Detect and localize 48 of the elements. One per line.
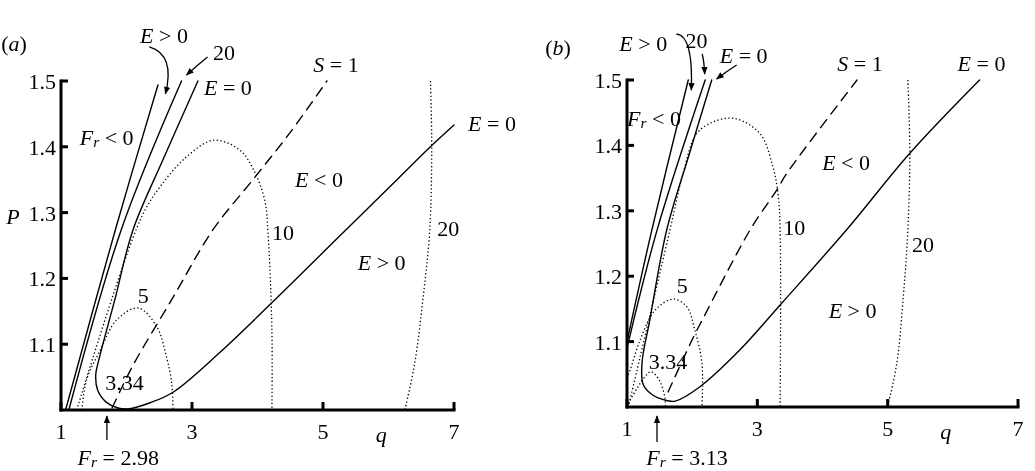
y-tick-label: 1.1 bbox=[594, 329, 622, 355]
series-label: 10 bbox=[271, 219, 294, 245]
annotation: E > 0 bbox=[356, 249, 406, 275]
annotation: E < 0 bbox=[294, 166, 343, 192]
x-tick-label: 1 bbox=[55, 418, 67, 444]
series-label: 10 bbox=[783, 214, 806, 240]
y-tick-label: 1.3 bbox=[594, 198, 622, 224]
y-tick-label: 1.3 bbox=[28, 200, 56, 226]
x-axis-title: q bbox=[940, 418, 952, 444]
x-tick-label: 3 bbox=[186, 418, 198, 444]
annotation: S = 1 bbox=[837, 50, 883, 76]
annotation: F$_{r}$ < 0 bbox=[78, 124, 134, 150]
text: E > 0 bbox=[618, 30, 668, 56]
series-label: 3.34 bbox=[648, 348, 688, 374]
text: E > 0 bbox=[139, 22, 188, 48]
text: F$_{r}$ = 3.13 bbox=[645, 444, 728, 470]
annotation: 20 bbox=[912, 231, 934, 256]
y-tick-label: 1.1 bbox=[28, 331, 56, 357]
series-label: 20 bbox=[685, 27, 708, 53]
chart-title: (a) bbox=[1, 30, 27, 56]
y-tick-label: 1.5 bbox=[28, 68, 56, 94]
legend-label: 20 bbox=[213, 39, 236, 65]
text: F$_{r}$ = 2.98 bbox=[76, 444, 159, 470]
y-tick-label: 1.5 bbox=[594, 67, 622, 93]
chart-title: (b) bbox=[545, 34, 571, 60]
y-tick-label: 1.2 bbox=[28, 265, 56, 291]
y-tick-label: 1.4 bbox=[594, 132, 622, 158]
annotation: E = 0 bbox=[202, 74, 252, 100]
series-label: 5 bbox=[676, 272, 688, 298]
x-tick-label: 3 bbox=[751, 415, 763, 441]
y-tick-label: 1.2 bbox=[594, 263, 622, 289]
annotation: S = 1 bbox=[313, 51, 359, 77]
series-label: 5 bbox=[137, 282, 149, 308]
x-tick-label: 7 bbox=[1012, 415, 1024, 441]
x-tick-label: 7 bbox=[448, 418, 460, 444]
x-tick-label: 1 bbox=[621, 415, 633, 441]
x-tick-label: 5 bbox=[317, 418, 329, 444]
annotation: E > 0 bbox=[827, 297, 877, 323]
annotation: E = 0 bbox=[467, 110, 516, 136]
annotation: E = 0 bbox=[718, 42, 768, 68]
y-tick-label: 1.4 bbox=[28, 134, 56, 160]
annotation: 20 bbox=[437, 215, 460, 241]
annotation: E < 0 bbox=[821, 149, 871, 175]
x-tick-label: 5 bbox=[882, 415, 894, 441]
y-axis-title: P bbox=[5, 203, 20, 229]
x-axis-title: q bbox=[375, 421, 387, 447]
annotation: E = 0 bbox=[956, 50, 1006, 76]
annotation: 3.34 bbox=[105, 369, 144, 395]
